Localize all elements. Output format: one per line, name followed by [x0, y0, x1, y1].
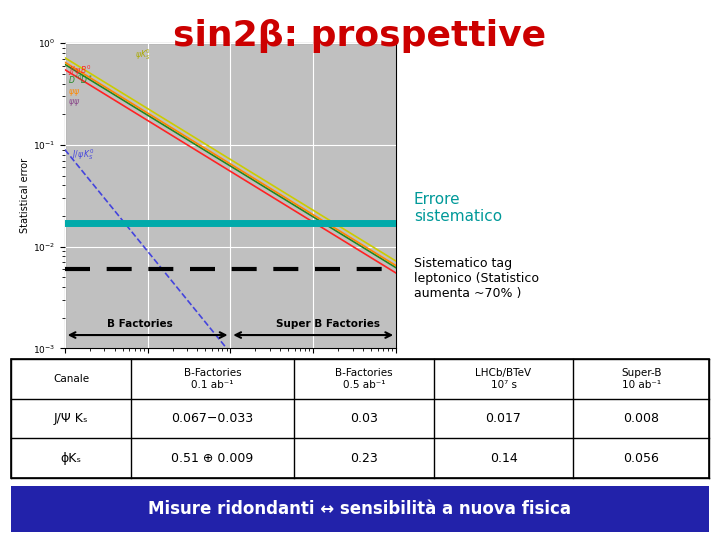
Text: Misure ridondanti ↔ sensibilità a nuova fisica: Misure ridondanti ↔ sensibilità a nuova …	[148, 500, 572, 518]
Text: $\psi K^0_S$: $\psi K^0_S$	[135, 48, 150, 62]
Text: $\psi\psi$: $\psi\psi$	[68, 97, 81, 107]
Y-axis label: Statistical error: Statistical error	[20, 158, 30, 233]
Text: Super B Factories: Super B Factories	[276, 319, 379, 329]
Text: J/Ψ Kₛ: J/Ψ Kₛ	[54, 412, 88, 425]
Text: LHCb/BTeV
10⁷ s: LHCb/BTeV 10⁷ s	[475, 368, 531, 390]
Text: Errore
sistematico: Errore sistematico	[414, 192, 502, 224]
Text: 0.14: 0.14	[490, 451, 518, 464]
Text: B-Factories
0.5 ab⁻¹: B-Factories 0.5 ab⁻¹	[335, 368, 392, 390]
Text: 0.008: 0.008	[624, 412, 660, 425]
Text: 0.017: 0.017	[485, 412, 521, 425]
Text: sin2β: prospettive: sin2β: prospettive	[174, 19, 546, 53]
Text: $J/\psi\,B^0$: $J/\psi\,B^0$	[68, 63, 91, 78]
Text: 0.03: 0.03	[350, 412, 378, 425]
Text: ϕKₛ: ϕKₛ	[60, 451, 81, 464]
Text: 0.056: 0.056	[624, 451, 660, 464]
Text: $\psi\psi$: $\psi\psi$	[68, 86, 81, 98]
Text: Sistematico tag
leptonico (Statistico
aumenta ~70% ): Sistematico tag leptonico (Statistico au…	[414, 256, 539, 300]
Text: B-Factories
0.1 ab⁻¹: B-Factories 0.1 ab⁻¹	[184, 368, 241, 390]
Text: 0.067−0.033: 0.067−0.033	[171, 412, 253, 425]
Text: 0.23: 0.23	[350, 451, 378, 464]
Text: Super-B
10 ab⁻¹: Super-B 10 ab⁻¹	[621, 368, 662, 390]
Text: Canale: Canale	[53, 374, 89, 384]
Text: $J/\psi\,K^0_S$: $J/\psi\,K^0_S$	[71, 147, 94, 162]
Text: B Factories: B Factories	[107, 319, 173, 329]
Text: 0.51 ⊕ 0.009: 0.51 ⊕ 0.009	[171, 451, 253, 464]
Text: $D^{*0}D^*$: $D^{*0}D^*$	[68, 73, 93, 86]
